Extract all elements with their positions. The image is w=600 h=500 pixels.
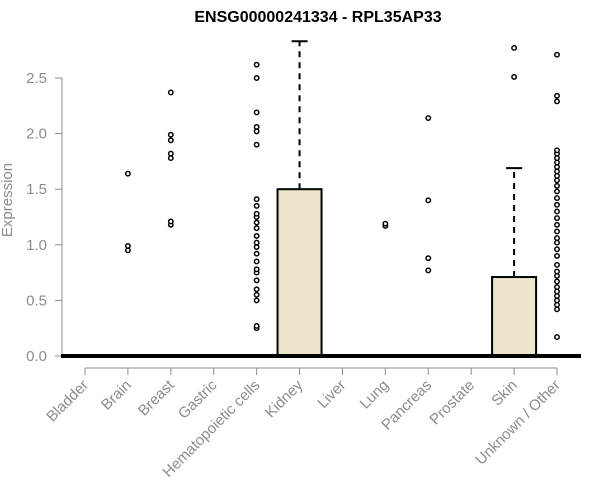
outlier-point xyxy=(554,252,560,259)
box-iqr xyxy=(276,188,323,357)
outlier-point xyxy=(554,278,560,285)
outlier-point xyxy=(253,75,260,81)
outlier-point xyxy=(554,284,560,291)
outlier-point xyxy=(253,225,260,232)
outlier-point xyxy=(167,89,174,96)
outlier-point xyxy=(554,215,560,222)
outlier-point xyxy=(253,219,260,226)
outlier-point xyxy=(253,239,260,246)
outlier-point xyxy=(425,267,432,274)
outlier-point xyxy=(167,218,174,225)
x-tick-label: Brain xyxy=(98,377,135,414)
outlier-point xyxy=(253,291,260,298)
outlier-point xyxy=(253,286,260,293)
outlier-point xyxy=(554,147,560,154)
x-tick-label: Liver xyxy=(314,377,349,412)
outlier-point xyxy=(253,109,260,116)
outlier-point xyxy=(554,334,560,341)
outlier-point xyxy=(253,297,260,304)
y-tick-label: 1.0 xyxy=(26,237,47,254)
outlier-point xyxy=(554,221,560,228)
y-tick-label: 0.0 xyxy=(26,348,47,365)
y-tick-label: 0.5 xyxy=(26,292,47,309)
outlier-point xyxy=(253,123,260,130)
outlier-point xyxy=(253,277,260,284)
outlier-point xyxy=(554,92,560,99)
y-tick-label: 1.5 xyxy=(26,181,47,198)
y-axis-label: Expression xyxy=(0,163,16,237)
outlier-point xyxy=(554,208,560,215)
y-tick-label: 2.5 xyxy=(26,70,47,87)
outlier-point xyxy=(253,323,260,329)
outlier-point xyxy=(554,195,560,202)
outlier-point xyxy=(554,235,560,242)
outlier-point xyxy=(253,250,260,257)
outlier-point xyxy=(554,182,560,189)
outlier-point xyxy=(425,197,432,204)
y-tick-label: 2.0 xyxy=(26,126,47,143)
x-tick-label: Bladder xyxy=(43,377,92,426)
x-tick-label: Kidney xyxy=(262,376,307,421)
outlier-point xyxy=(253,232,260,239)
outlier-point xyxy=(253,202,260,209)
outlier-point xyxy=(253,266,260,273)
outlier-point xyxy=(554,98,560,105)
outlier-point xyxy=(554,228,560,235)
outlier-point xyxy=(554,268,560,275)
outlier-point xyxy=(253,196,260,203)
x-tick-label: Skin xyxy=(488,377,521,410)
outlier-point xyxy=(253,141,260,148)
outlier-point xyxy=(253,210,260,217)
chart-title: ENSG00000241334 - RPL35AP33 xyxy=(194,9,441,26)
outlier-point xyxy=(511,73,518,80)
outlier-point xyxy=(554,261,560,268)
box-iqr xyxy=(491,276,538,358)
x-tick-label: Lung xyxy=(357,377,393,413)
outlier-point xyxy=(554,201,560,208)
outlier-point xyxy=(253,61,260,68)
outlier-point xyxy=(253,258,260,265)
outlier-point xyxy=(382,220,389,227)
outlier-point xyxy=(124,242,131,249)
outlier-point xyxy=(554,246,560,253)
outlier-point xyxy=(167,131,174,138)
outlier-point xyxy=(554,188,560,195)
outlier-point xyxy=(167,137,174,144)
outlier-point xyxy=(167,150,174,157)
outlier-point xyxy=(425,115,432,121)
outlier-point xyxy=(124,170,131,177)
outlier-point xyxy=(425,255,432,262)
x-tick-label: Prostate xyxy=(426,377,478,429)
outlier-point xyxy=(554,51,560,58)
outlier-point xyxy=(511,45,518,51)
x-tick-label: Breast xyxy=(135,376,178,419)
